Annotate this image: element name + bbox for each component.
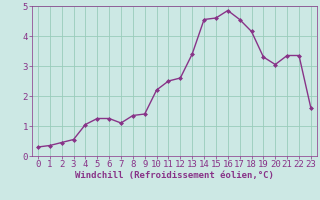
X-axis label: Windchill (Refroidissement éolien,°C): Windchill (Refroidissement éolien,°C) [75,171,274,180]
